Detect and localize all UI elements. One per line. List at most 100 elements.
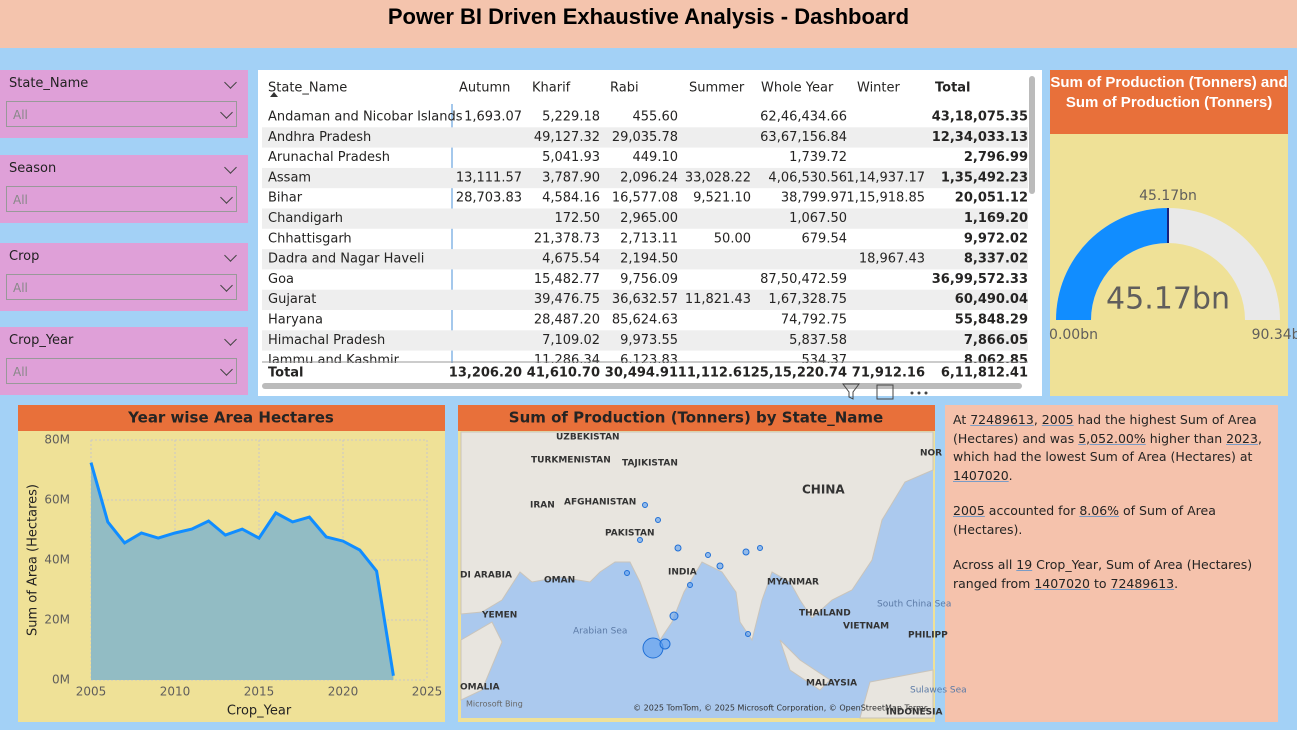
map-bubble xyxy=(716,562,724,570)
horizontal-scrollbar xyxy=(262,383,1022,389)
slicer-dropdown[interactable]: All xyxy=(6,358,237,384)
map-label: PAKISTAN xyxy=(605,529,654,539)
visual-header-icons xyxy=(842,383,928,400)
table-cell: 9,756.09 xyxy=(620,272,678,287)
table-cell: 5,837.58 xyxy=(789,333,847,348)
gauge-max: 90.34bn xyxy=(1252,327,1297,343)
column-header: Summer xyxy=(689,81,745,96)
map-attribution: © 2025 TomTom, © 2025 Microsoft Corporat… xyxy=(633,704,928,713)
table-cell: 55,848.29 xyxy=(955,313,1028,328)
narrative-highlight: 72489613 xyxy=(970,412,1034,427)
column-header: Rabi xyxy=(610,81,639,96)
row-band xyxy=(262,330,1028,351)
slicer: State_Name All xyxy=(0,70,248,138)
table-cell: 41,610.70 xyxy=(527,366,600,381)
narrative-text: , xyxy=(1033,412,1042,427)
table-cell: 33,028.22 xyxy=(685,170,751,185)
table-cell: 38,799.97 xyxy=(781,191,847,206)
table-cell: 85,624.63 xyxy=(612,313,678,328)
table-cell: 25,15,220.74 xyxy=(751,366,847,381)
land xyxy=(779,639,831,691)
table-cell: 60,490.04 xyxy=(955,292,1028,307)
map-label: INDONESIA xyxy=(886,708,943,718)
slicer-dropdown[interactable]: All xyxy=(6,186,237,212)
slicer: Crop_Year All xyxy=(0,327,248,395)
map-label: Sulawes Sea xyxy=(910,686,967,696)
map-label: AFGHANISTAN xyxy=(564,498,636,508)
row-header: Gujarat xyxy=(268,292,316,307)
slicer-dropdown[interactable]: All xyxy=(6,274,237,300)
map-bubble xyxy=(687,582,693,588)
table-cell: 7,866.05 xyxy=(964,333,1028,348)
table-cell: 43,18,075.35 xyxy=(932,110,1028,125)
map-bubble xyxy=(669,611,679,621)
column-header: Autumn xyxy=(459,81,510,96)
map-label: VIETNAM xyxy=(843,622,889,632)
slicer-dropdown[interactable]: All xyxy=(6,101,237,127)
narrative-text: At xyxy=(953,412,971,427)
row-header: Goa xyxy=(268,272,294,287)
x-tick-label: 2010 xyxy=(160,685,191,699)
table-cell: 36,99,572.33 xyxy=(932,272,1028,287)
table-cell: 1,739.72 xyxy=(789,150,847,165)
table-cell: 2,965.00 xyxy=(620,211,678,226)
table-cell: 13,111.57 xyxy=(456,170,522,185)
map-label: UZBEKISTAN xyxy=(556,433,620,443)
map-bubbles xyxy=(624,502,763,659)
row-header: Chandigarh xyxy=(268,211,343,226)
table-cell: 21,378.73 xyxy=(534,231,600,246)
y-tick-label: 80M xyxy=(44,433,70,447)
table-cell: 9,521.10 xyxy=(693,191,751,206)
map-label: TAJIKISTAN xyxy=(622,459,678,469)
map-bubble xyxy=(642,637,664,659)
table-cell: 1,35,492.23 xyxy=(941,170,1028,185)
map: UZBEKISTAN TURKMENISTAN TAJIKISTAN AFGHANIS… xyxy=(460,431,967,719)
table-cell: 1,067.50 xyxy=(789,211,847,226)
total-band xyxy=(262,363,1028,383)
table-cell: 74,792.75 xyxy=(781,313,847,328)
gauge-fill xyxy=(1056,208,1168,320)
row-header: Assam xyxy=(268,170,311,185)
filter-icon[interactable] xyxy=(842,383,860,400)
x-tick-label: 2005 xyxy=(76,685,107,699)
slicer-label: State_Name xyxy=(9,76,89,91)
column-header: Total xyxy=(935,81,971,96)
area xyxy=(91,462,394,680)
vertical-scrollbar xyxy=(1029,76,1035,194)
row-band xyxy=(262,289,1028,310)
slicer-label: Crop xyxy=(9,249,40,264)
area-title-bar xyxy=(18,405,445,431)
table-cell: 11,821.43 xyxy=(685,292,751,307)
row-header: Himachal Pradesh xyxy=(268,333,385,348)
gauge-title: Sum of Production (Tonners) and Sum of P… xyxy=(1050,70,1288,134)
row-header: Andhra Pradesh xyxy=(268,130,371,145)
narrative-highlight: 1407020 xyxy=(1034,575,1090,591)
narrative-text: to xyxy=(1090,575,1111,591)
focus-icon[interactable] xyxy=(876,384,894,400)
more-options-icon[interactable] xyxy=(910,391,928,395)
smart-narrative: At 72489613, 2005 had the highest Sum of… xyxy=(945,405,1278,722)
row-band xyxy=(262,127,1028,148)
table-cell: 1,15,918.85 xyxy=(846,191,925,206)
map-bubble xyxy=(674,544,682,552)
table-cell: 6,11,812.41 xyxy=(941,366,1028,381)
x-axis-title: Crop_Year xyxy=(227,704,292,719)
narrative-highlight: 5,052.00% xyxy=(1078,430,1146,446)
land xyxy=(460,431,934,642)
table-cell: 1,67,328.75 xyxy=(768,292,847,307)
map-label: YEMEN xyxy=(481,611,517,621)
table-cell: 28,703.83 xyxy=(456,191,522,206)
narrative-text: had the highest Sum of Area (Hectares) a… xyxy=(953,412,1257,446)
table-cell: 172.50 xyxy=(555,211,601,226)
table-cell: 8,337.02 xyxy=(964,252,1028,267)
gauge-value: 45.17bn xyxy=(1106,282,1230,317)
map-bubble xyxy=(742,548,750,556)
map-bubble xyxy=(637,537,643,543)
table-cell: 2,796.99 xyxy=(964,150,1028,165)
narrative-highlight: 19 xyxy=(1016,557,1033,572)
row-header: Total xyxy=(268,366,304,381)
gauge-target-label: 45.17bn xyxy=(1139,188,1197,204)
map-label: INDIA xyxy=(668,568,697,578)
row-band xyxy=(262,167,1028,189)
